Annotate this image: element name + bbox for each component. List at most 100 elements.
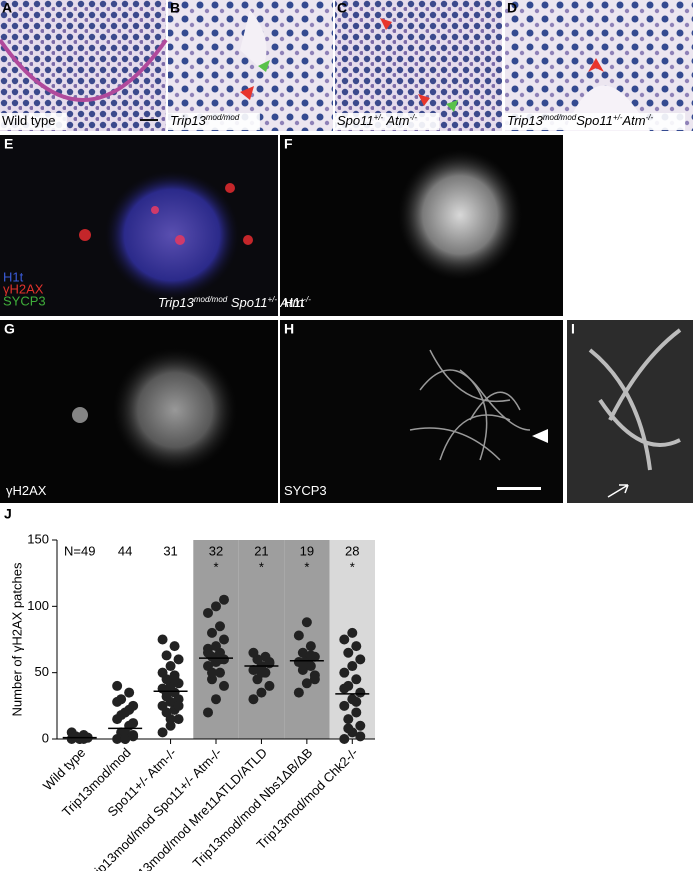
data-point: [211, 601, 221, 612]
caption-text: γH2AX: [6, 483, 47, 498]
data-point: [264, 658, 275, 669]
data-point: [219, 634, 229, 645]
arrow: [607, 484, 629, 498]
data-point: [124, 704, 135, 715]
caption-superscript: -/-: [646, 113, 654, 122]
caption-text: Spo11: [576, 113, 613, 128]
data-point: [305, 641, 316, 652]
data-point: [161, 687, 172, 698]
data-point: [309, 674, 320, 685]
panel-letter: B: [170, 0, 180, 16]
count-label: 32: [209, 543, 223, 558]
data-point: [219, 594, 229, 605]
count-label: 21: [254, 543, 268, 558]
panel-letter: F: [284, 136, 293, 152]
axes-tracks: [409, 349, 531, 461]
data-point: [305, 650, 316, 661]
panel-letter: C: [337, 0, 347, 16]
caption-superscript: mod/mod: [206, 113, 240, 122]
highlight-band: [284, 540, 330, 739]
caption-superscript: +/-: [374, 113, 384, 122]
panel-caption: Wild type: [2, 113, 55, 128]
count-label: N=49: [64, 543, 95, 558]
data-point: [343, 714, 354, 725]
data-point: [256, 687, 267, 698]
panel-caption: SYCP3: [284, 483, 327, 498]
caption-text: Trip13: [507, 113, 544, 128]
highlight-band: [193, 540, 239, 739]
highlight-band: [238, 540, 285, 739]
arrowhead: [532, 429, 548, 443]
data-point: [157, 700, 168, 711]
focus: [79, 229, 91, 241]
data-point: [161, 650, 172, 661]
lumen: [240, 10, 267, 70]
data-point: [169, 674, 180, 685]
panel-caption: γH2AX: [6, 483, 47, 498]
data-point: [112, 680, 123, 691]
panel-caption: Trip13mod/mod Spo11+/- Atm-/-: [158, 295, 311, 311]
arrowhead: [258, 60, 270, 72]
arrowhead: [418, 94, 430, 106]
caption-superscript: -/-: [409, 113, 417, 122]
data-point: [339, 667, 350, 678]
panel-c-image: [335, 0, 502, 131]
y-axis-title: Number of γH2AX patches: [9, 562, 24, 716]
panel-i-image: [567, 320, 693, 503]
data-point: [203, 647, 213, 658]
data-point: [339, 683, 350, 694]
caption-text: Spo11: [227, 295, 267, 310]
count-label: 19: [300, 543, 314, 558]
data-point: [173, 654, 184, 665]
data-point: [116, 710, 127, 721]
data-point: [339, 634, 350, 645]
data-point: [297, 659, 308, 670]
caption-superscript: +/-: [613, 113, 623, 122]
focus: [243, 235, 253, 245]
count-label: 31: [163, 543, 177, 558]
y-tick-label: 0: [42, 730, 49, 745]
data-point: [203, 707, 213, 718]
caption-box: [335, 113, 440, 130]
data-point: [112, 696, 123, 707]
legend-entry: SYCP3: [3, 293, 46, 308]
legend-entry: H1t: [3, 269, 24, 284]
y-tick-label: 150: [27, 531, 49, 546]
caption-box: [0, 113, 67, 130]
scale-bar: [140, 119, 158, 121]
data-point: [219, 680, 229, 691]
focus: [151, 206, 159, 214]
data-point: [128, 718, 139, 729]
data-point: [211, 641, 221, 652]
panel-letter: D: [507, 0, 517, 16]
panel-letter: A: [2, 0, 12, 16]
caption-text: Trip13: [158, 295, 195, 310]
data-point: [293, 630, 304, 641]
caption-text: Atm: [277, 295, 303, 310]
arrowhead: [240, 86, 254, 100]
data-point: [343, 647, 354, 658]
significance-mark: *: [350, 559, 355, 574]
caption-text: Atm: [621, 113, 645, 128]
caption-superscript: +/-: [268, 295, 278, 304]
data-point: [165, 714, 176, 725]
data-point: [347, 627, 358, 638]
data-point: [78, 734, 89, 744]
data-point: [351, 696, 362, 707]
panel-caption: Trip13mod/modSpo11+/-Atm-/-: [507, 113, 653, 129]
significance-mark: *: [259, 559, 264, 574]
legend-entry: γH2AX: [3, 281, 44, 296]
focus: [225, 183, 235, 193]
data-point: [343, 723, 354, 734]
tubule-edge: [0, 38, 168, 102]
data-point: [351, 707, 362, 718]
data-point: [248, 647, 259, 658]
panel-caption: Trip13mod/mod: [170, 113, 240, 129]
panel-caption: H1t: [284, 295, 305, 310]
data-point: [173, 714, 184, 725]
focus: [175, 235, 185, 245]
data-point: [128, 730, 139, 741]
data-point: [339, 734, 350, 744]
data-point: [215, 667, 225, 678]
